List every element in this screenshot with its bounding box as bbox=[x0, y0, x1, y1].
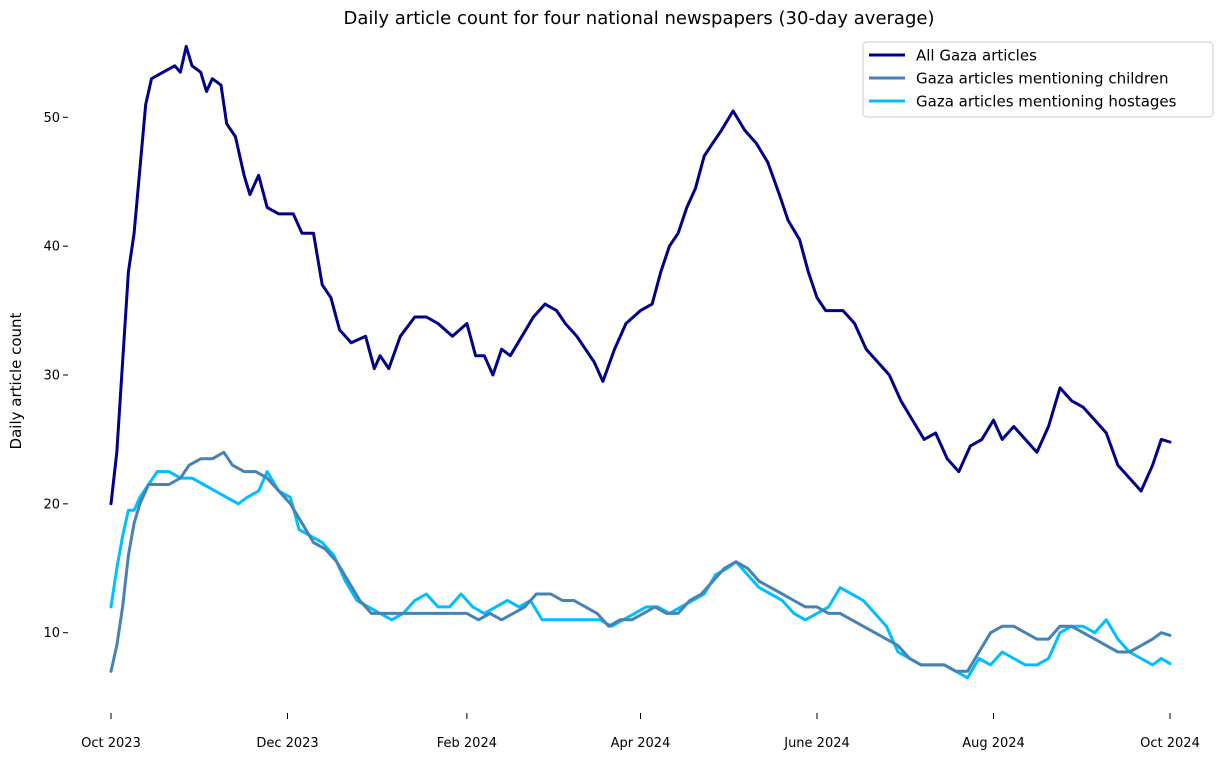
x-tick-label: Oct 2024 bbox=[1140, 736, 1200, 751]
series-line bbox=[109, 450, 1172, 673]
series-line bbox=[109, 470, 1172, 680]
y-tick-label: 10 bbox=[43, 626, 60, 641]
x-tick-label: Apr 2024 bbox=[611, 736, 671, 751]
x-tick-label: June 2024 bbox=[783, 736, 850, 751]
y-tick-label: 40 bbox=[43, 240, 60, 255]
legend-label: All Gaza articles bbox=[916, 47, 1037, 65]
x-tick-label: Dec 2023 bbox=[256, 736, 318, 751]
legend-label: Gaza articles mentioning children bbox=[916, 70, 1169, 88]
y-axis-label: Daily article count bbox=[7, 312, 25, 449]
legend: All Gaza articles Gaza articles mentionin… bbox=[862, 41, 1214, 118]
x-axis: Oct 2023 Dec 2023 Feb 2024 Apr 2024 June 202… bbox=[81, 713, 1200, 751]
y-tick-label: 20 bbox=[43, 497, 60, 512]
y-axis: 10 20 30 40 50 bbox=[43, 111, 68, 641]
y-tick-label: 50 bbox=[43, 111, 60, 126]
legend-frame bbox=[862, 41, 1214, 118]
series-layer bbox=[109, 44, 1172, 680]
x-tick-label: Aug 2024 bbox=[962, 736, 1025, 751]
x-tick-label: Feb 2024 bbox=[437, 736, 497, 751]
chart-title: Daily article count for four national ne… bbox=[344, 8, 935, 29]
legend-label: Gaza articles mentioning hostages bbox=[916, 93, 1177, 111]
y-tick-label: 30 bbox=[43, 369, 60, 384]
series-line bbox=[109, 44, 1172, 506]
x-tick-label: Oct 2023 bbox=[81, 736, 141, 751]
